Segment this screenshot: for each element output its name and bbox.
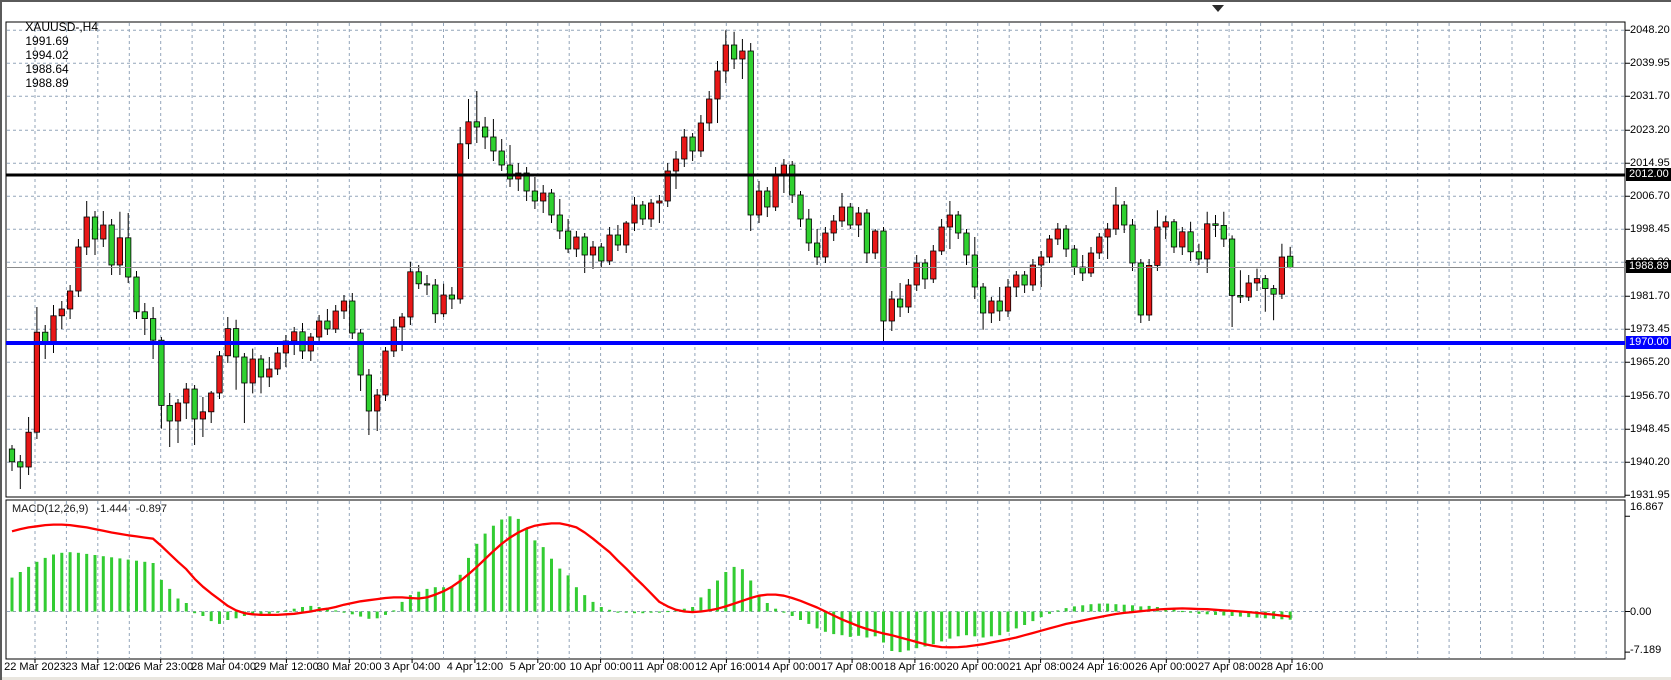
price-axis-label: 1931.95 [1630, 489, 1670, 502]
time-axis-label: 3 Apr 04:00 [383, 661, 441, 673]
time-axis-label: 17 Apr 08:00 [820, 661, 884, 673]
time-axis-label: 4 Apr 12:00 [446, 661, 504, 673]
price-axis-label: 1981.70 [1630, 290, 1670, 303]
bottom-strip [2, 677, 1671, 680]
time-axis-label: 10 Apr 00:00 [569, 661, 632, 673]
price-axis-label: 2023.20 [1630, 124, 1670, 137]
time-axis-label: 23 Mar 12:00 [65, 661, 131, 673]
time-axis-label: 28 Apr 16:00 [1260, 661, 1324, 673]
price-badge-bid: 1988.89 [1626, 260, 1671, 274]
time-axis-label: 20 Apr 00:00 [946, 661, 1009, 673]
price-badge-support: 1970.00 [1626, 336, 1671, 349]
price-axis-label: 1965.20 [1630, 356, 1670, 369]
time-axis[interactable]: 22 Mar 2023 23 Mar 12:00 26 Mar 23:00 28 Ma… [2, 661, 1671, 677]
time-axis-label: 28 Mar 04:00 [191, 661, 256, 673]
price-badge-resistance: 2012.00 [1626, 168, 1671, 181]
price-axis-label: 2039.95 [1630, 57, 1670, 70]
price-axis-label: 2031.70 [1630, 90, 1670, 103]
time-axis-label: 26 Apr 00:00 [1135, 661, 1198, 673]
macd-signal-line [11, 522, 1291, 649]
price-axis-label: 1973.45 [1630, 323, 1670, 336]
time-axis-label: 14 Apr 00:00 [757, 661, 821, 673]
ohlc-low: 1988.64 [25, 62, 69, 76]
macd-name: MACD(12,26,9) [12, 503, 89, 515]
time-axis-label: 5 Apr 20:00 [509, 661, 566, 673]
main-pane [5, 21, 1626, 498]
price-axis-label: 1948.45 [1630, 423, 1670, 436]
price-axis-label: 1956.70 [1630, 390, 1670, 403]
chart-title: XAUUSD-,H4 1991.69 1994.02 1988.64 1988.… [12, 6, 104, 104]
macd-indicator-label: MACD(12,26,9) -1.444 -0.897 [12, 503, 172, 515]
ohlc-open: 1991.69 [25, 34, 69, 48]
macd-axis-label: 16.867 [1630, 501, 1664, 513]
time-axis-label: 12 Apr 16:00 [695, 661, 758, 673]
macd-axis-label: 0.00 [1630, 605, 1652, 618]
ohlc-high: 1994.02 [25, 48, 69, 62]
time-axis-label: 18 Apr 16:00 [883, 661, 947, 673]
time-axis-label: 11 Apr 08:00 [632, 661, 695, 673]
symbol-timeframe-label: XAUUSD-,H4 [25, 20, 99, 34]
macd-value: -1.444 [96, 503, 128, 515]
price-axis-label: 2048.20 [1630, 24, 1670, 37]
time-axis-label: 24 Apr 16:00 [1072, 661, 1135, 673]
macd-signal-value: -0.897 [135, 503, 167, 515]
chart-shift-marker[interactable] [1212, 5, 1224, 12]
price-axis-label: 2006.70 [1630, 190, 1670, 203]
ohlc-close: 1988.89 [25, 76, 69, 90]
macd-pane [5, 499, 1626, 660]
time-axis-label: 22 Mar 2023 [4, 661, 66, 673]
price-axis-label: 2014.95 [1630, 157, 1670, 170]
macd-axis-label: -7.189 [1630, 644, 1662, 656]
time-axis-label: 27 Apr 08:00 [1197, 661, 1261, 673]
price-axis-label: 1940.20 [1630, 456, 1670, 469]
time-axis-label: 21 Apr 08:00 [1009, 661, 1072, 673]
time-axis-label: 30 Mar 20:00 [316, 661, 382, 673]
time-axis-label: 26 Mar 23:00 [128, 661, 194, 673]
price-axis-label: 1998.45 [1630, 223, 1670, 236]
time-axis-label: 29 Mar 12:00 [253, 661, 319, 673]
axis-ticks [34, 29, 1630, 663]
